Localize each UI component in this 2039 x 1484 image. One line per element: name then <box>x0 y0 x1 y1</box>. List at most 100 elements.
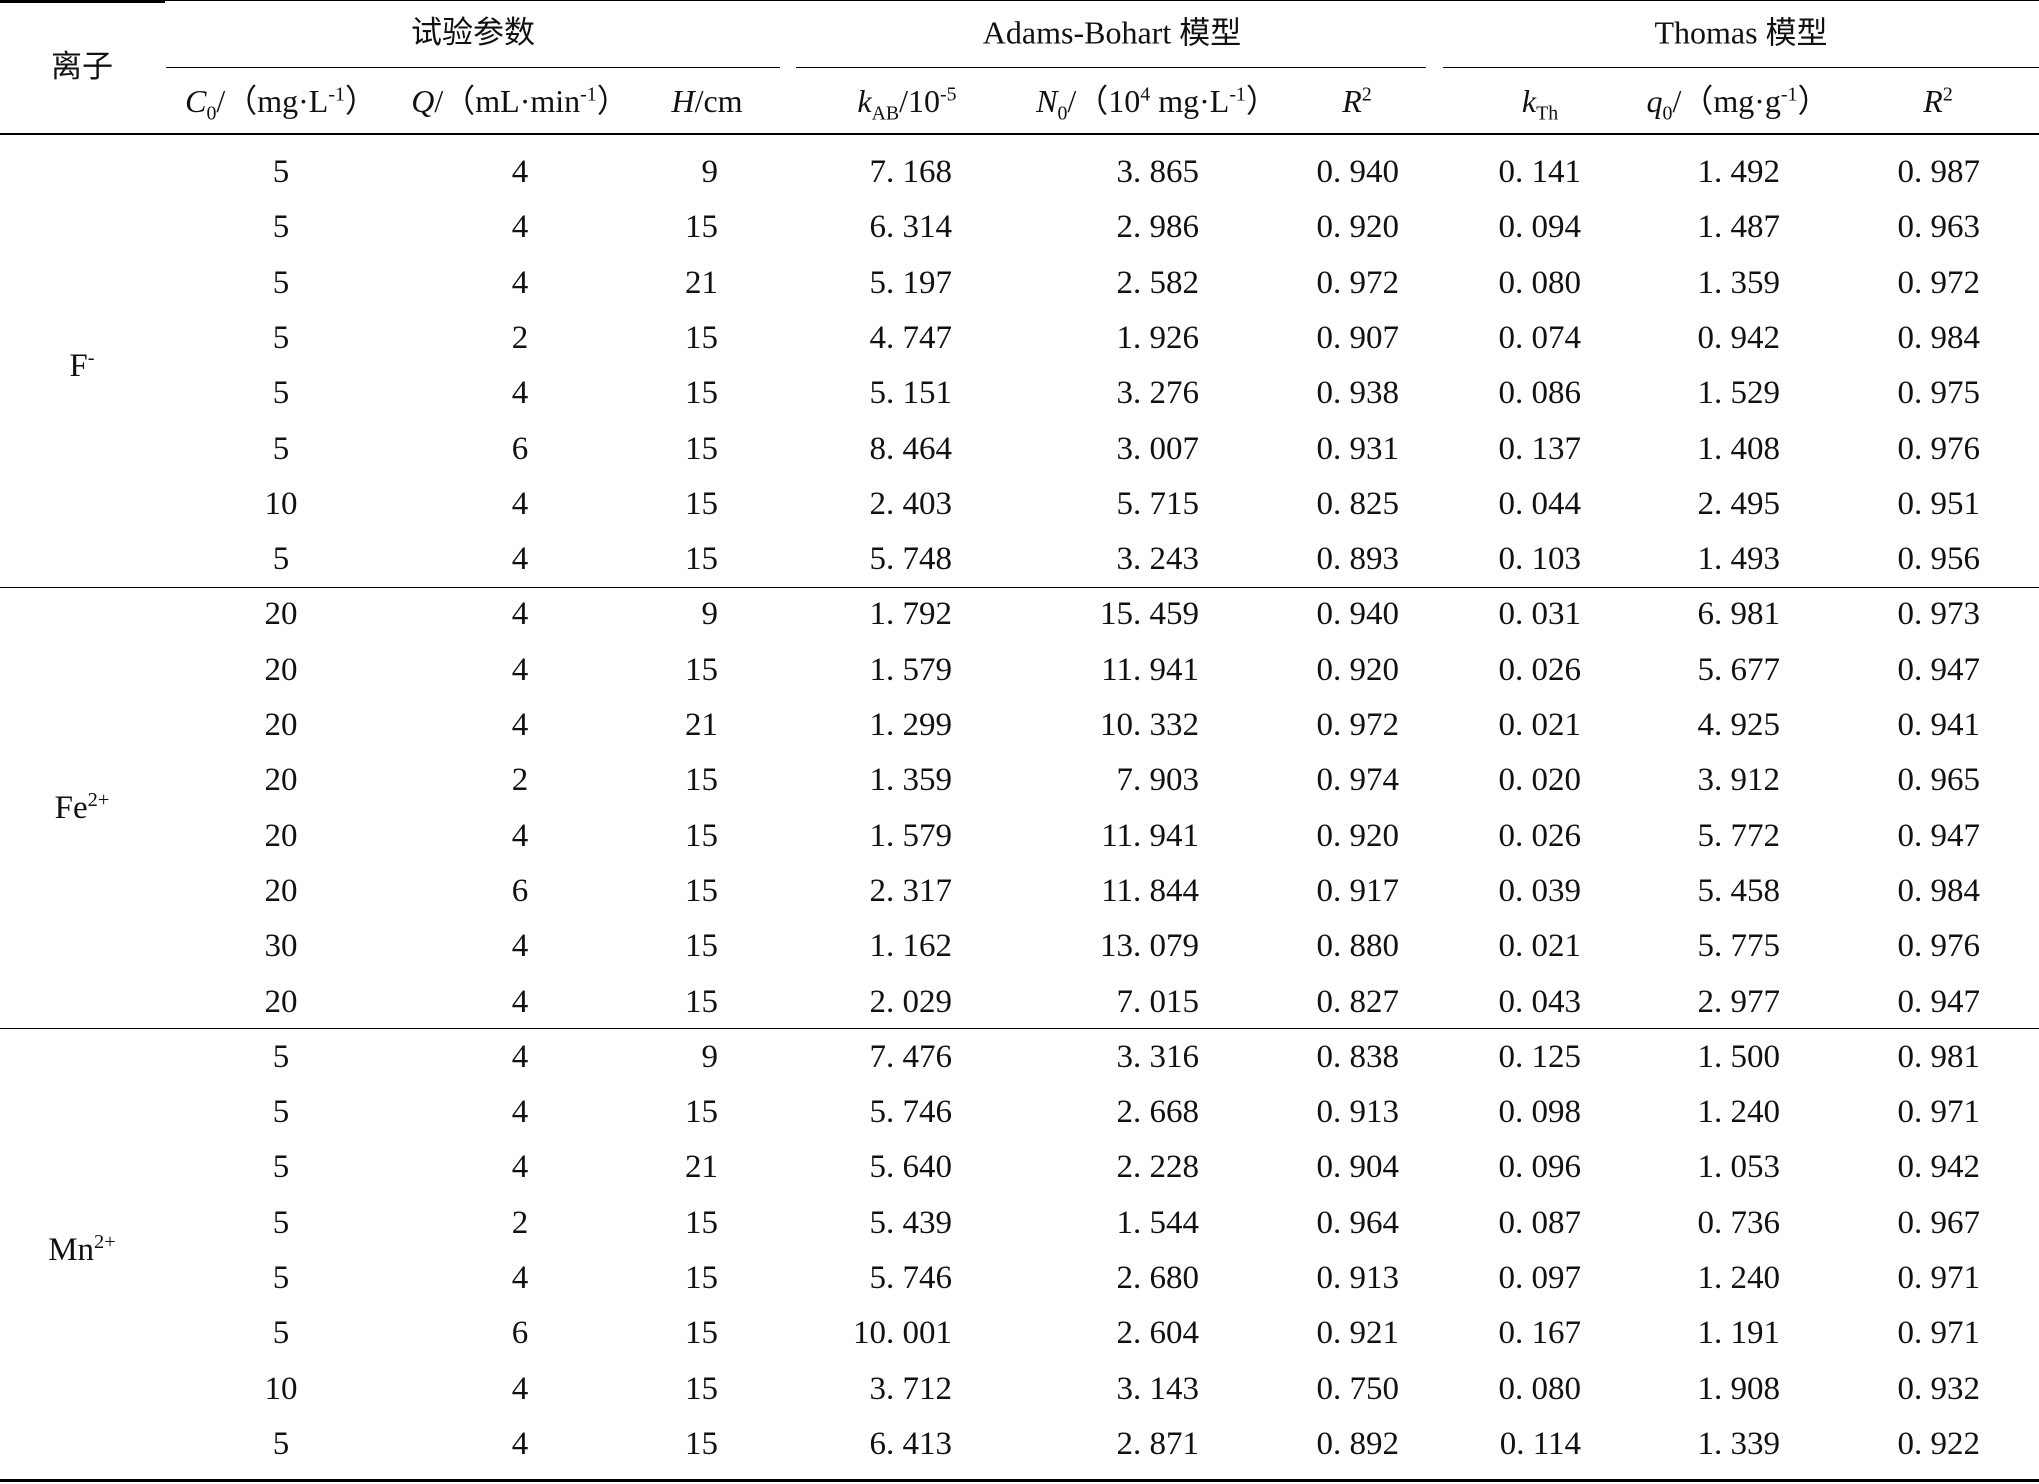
cell-q: 4 <box>511 928 529 965</box>
cell-q: 4 <box>511 1149 529 1186</box>
cell-r2-th: 0. 922 <box>1897 1425 1981 1462</box>
cell-kab: 1. 162 <box>869 928 953 965</box>
ion-label: Fe2+ <box>54 788 110 826</box>
cell-q: 6 <box>511 430 529 467</box>
cell-kab: 5. 748 <box>869 541 953 578</box>
cell-q: 4 <box>511 541 529 578</box>
cell-r2-th: 0. 976 <box>1897 928 1981 965</box>
cell-kth: 0. 080 <box>1498 1370 1582 1407</box>
cell-q0: 3. 912 <box>1697 762 1781 799</box>
cell-r2-ab: 0. 913 <box>1316 1260 1400 1296</box>
cell-r2-ab: 0. 974 <box>1316 762 1400 799</box>
cell-r2-ab: 0. 920 <box>1316 651 1400 688</box>
cell-r2-th: 0. 947 <box>1897 817 1981 854</box>
cell-r2-ab: 0. 880 <box>1316 928 1400 965</box>
cell-q0: 1. 529 <box>1697 375 1781 412</box>
cell-q0: 0. 736 <box>1697 1204 1781 1241</box>
cell-r2-ab: 0. 838 <box>1316 1038 1400 1075</box>
cell-c0: 5 <box>272 541 290 578</box>
cell-q: 4 <box>511 154 529 190</box>
cell-kab: 2. 317 <box>869 872 953 909</box>
col-header-r2-th: R2 <box>1923 83 1953 119</box>
cell-r2-ab: 0. 920 <box>1316 209 1400 246</box>
ion-label: F- <box>69 346 95 384</box>
cell-r2-ab: 0. 964 <box>1316 1204 1400 1241</box>
cell-h: 15 <box>685 1204 718 1241</box>
cell-h: 9 <box>701 154 719 190</box>
cell-n0: 3. 007 <box>1116 430 1200 467</box>
ion-label: Mn2+ <box>48 1231 116 1269</box>
cell-c0: 5 <box>272 430 290 467</box>
cell-kab: 4. 747 <box>869 319 953 356</box>
cell-kab: 6. 314 <box>869 209 953 246</box>
cell-r2-th: 0. 981 <box>1897 1038 1981 1075</box>
cell-r2-th: 0. 987 <box>1897 154 1981 190</box>
cell-q: 4 <box>511 264 529 301</box>
cell-n0: 11. 941 <box>1101 651 1199 688</box>
cell-q: 4 <box>511 707 529 743</box>
cell-kth: 0. 103 <box>1498 541 1582 578</box>
cell-q0: 6. 981 <box>1697 596 1781 633</box>
cell-kab: 1. 792 <box>869 596 953 633</box>
cell-c0: 5 <box>272 1094 290 1131</box>
cell-h: 21 <box>685 707 718 743</box>
cell-r2-th: 0. 951 <box>1897 485 1981 522</box>
cell-c0: 20 <box>264 707 298 743</box>
cell-c0: 20 <box>264 762 298 799</box>
cell-c0: 5 <box>272 154 290 190</box>
cell-kth: 0. 087 <box>1498 1204 1582 1241</box>
cell-q0: 1. 493 <box>1697 541 1781 578</box>
cell-r2-th: 0. 971 <box>1897 1315 1981 1352</box>
cell-n0: 2. 668 <box>1116 1094 1200 1131</box>
cell-r2-th: 0. 975 <box>1897 375 1981 412</box>
cell-q0: 0. 942 <box>1697 319 1781 356</box>
cell-r2-ab: 0. 972 <box>1316 707 1400 743</box>
cell-h: 15 <box>685 319 718 356</box>
cell-r2-ab: 0. 920 <box>1316 817 1400 854</box>
group-divider <box>0 1028 2039 1029</box>
cell-n0: 2. 680 <box>1116 1260 1200 1296</box>
cell-kth: 0. 167 <box>1498 1315 1582 1352</box>
cell-c0: 20 <box>264 817 298 854</box>
cell-n0: 1. 544 <box>1116 1204 1200 1241</box>
cell-q: 4 <box>511 209 529 246</box>
cell-kth: 0. 031 <box>1498 596 1582 633</box>
cell-kab: 10. 001 <box>853 1315 952 1352</box>
cell-h: 15 <box>685 209 718 246</box>
cell-r2-th: 0. 942 <box>1897 1149 1981 1186</box>
cell-r2-ab: 0. 892 <box>1316 1425 1400 1462</box>
cell-r2-ab: 0. 913 <box>1316 1094 1400 1131</box>
test-params-group-header: 试验参数 <box>411 15 535 51</box>
cell-c0: 5 <box>272 319 290 356</box>
group-rule-thomas <box>1443 67 2039 68</box>
bottom-rule <box>0 1479 2039 1482</box>
cell-c0: 5 <box>272 1038 290 1075</box>
cell-q0: 5. 458 <box>1697 872 1781 909</box>
cell-q: 2 <box>511 319 529 356</box>
cell-kab: 7. 476 <box>869 1038 953 1075</box>
cell-kab: 5. 439 <box>869 1204 953 1241</box>
cell-r2-ab: 0. 940 <box>1316 154 1400 190</box>
cell-n0: 11. 941 <box>1101 817 1199 854</box>
cell-kth: 0. 114 <box>1499 1425 1581 1462</box>
cell-n0: 13. 079 <box>1100 928 1199 965</box>
cell-kab: 8. 464 <box>869 430 953 467</box>
cell-r2-ab: 0. 750 <box>1316 1370 1400 1407</box>
top-rule <box>0 0 165 3</box>
adams-bohart-group-header: Adams-Bohart 模型 <box>982 14 1242 52</box>
cell-r2-th: 0. 984 <box>1897 319 1981 356</box>
cell-q0: 1. 240 <box>1697 1094 1781 1131</box>
cell-h: 15 <box>685 430 718 467</box>
cell-c0: 20 <box>264 596 298 633</box>
cell-c0: 20 <box>264 983 298 1020</box>
cell-q: 4 <box>511 1038 529 1075</box>
cell-r2-th: 0. 956 <box>1897 541 1981 578</box>
cell-n0: 3. 865 <box>1116 154 1200 190</box>
cell-q0: 1. 240 <box>1697 1260 1781 1296</box>
col-header-kth: kTh <box>1521 83 1559 125</box>
cell-kth: 0. 021 <box>1498 707 1582 743</box>
cell-kth: 0. 137 <box>1498 430 1582 467</box>
cell-kth: 0. 096 <box>1498 1149 1582 1186</box>
cell-q: 4 <box>511 1425 529 1462</box>
cell-kab: 2. 029 <box>869 983 953 1020</box>
